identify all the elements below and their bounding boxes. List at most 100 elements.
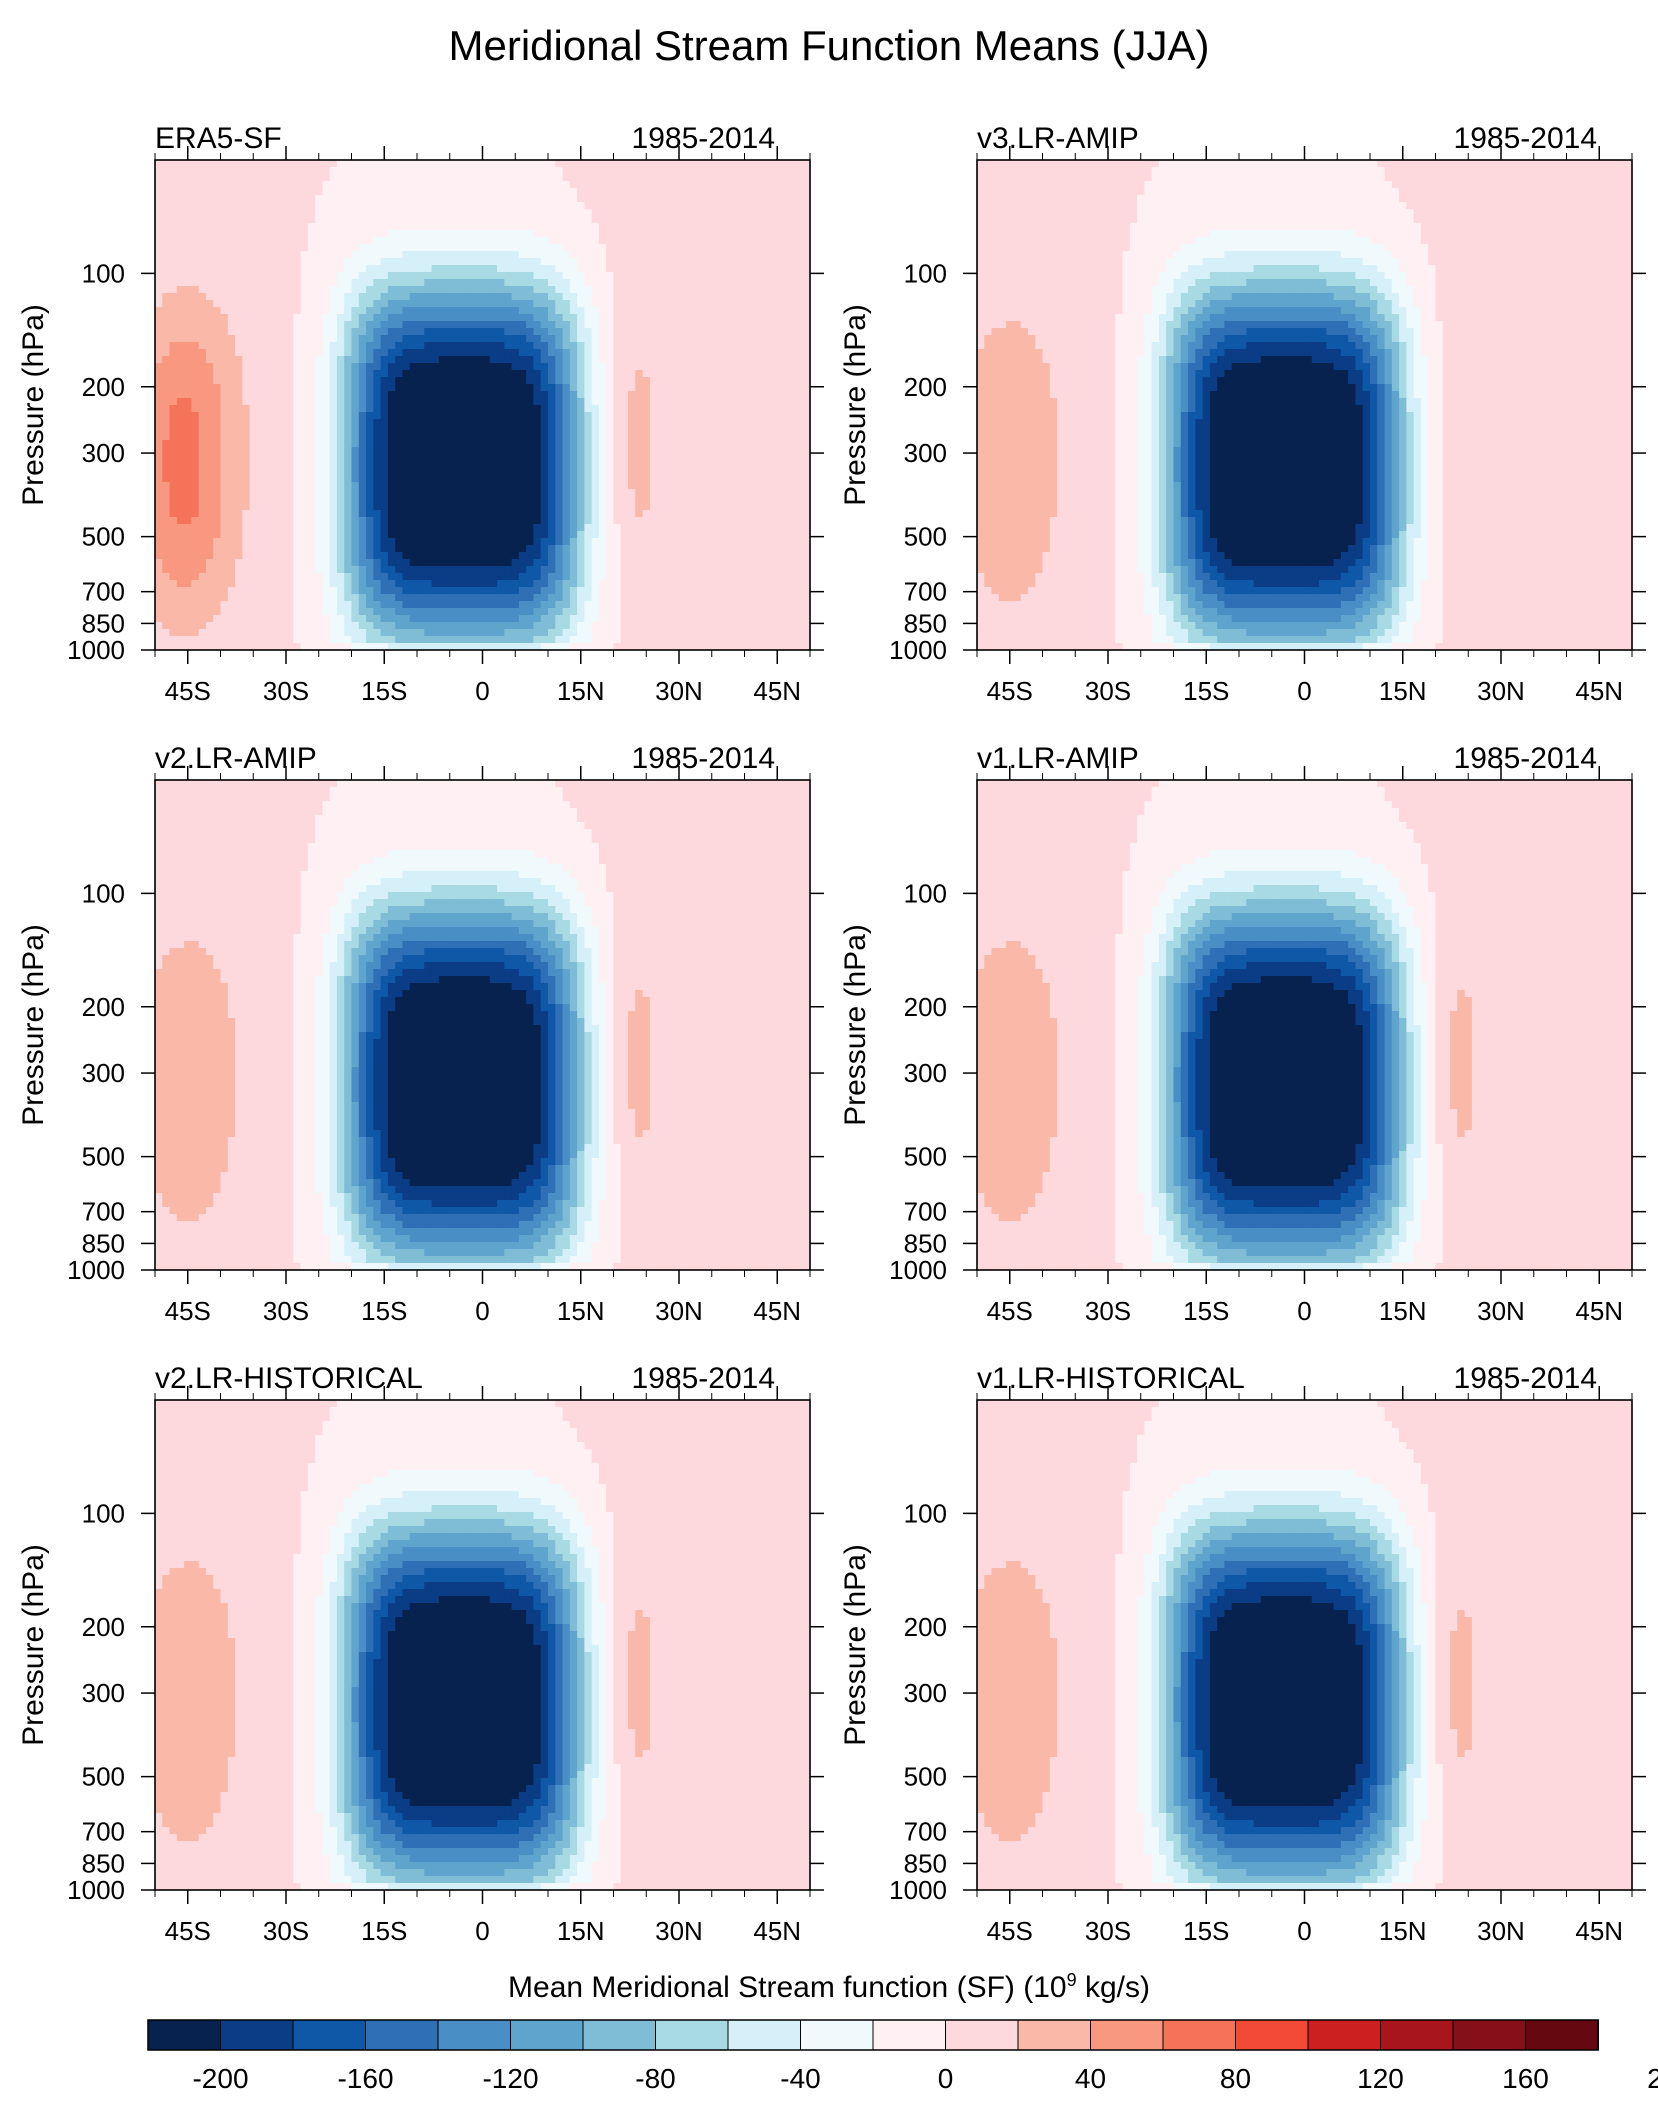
field-cell xyxy=(591,503,600,511)
field-cell xyxy=(802,195,811,203)
field-cell xyxy=(737,377,746,385)
field-cell xyxy=(438,440,447,448)
field-cell xyxy=(278,517,287,525)
field-cell xyxy=(482,335,491,343)
field-cell xyxy=(548,188,556,196)
field-cell xyxy=(773,398,782,406)
field-cell xyxy=(366,321,374,329)
field-cell xyxy=(220,188,229,196)
field-cell xyxy=(759,293,767,301)
field-cell xyxy=(307,419,316,427)
field-cell xyxy=(242,398,251,406)
field-cell xyxy=(788,363,797,371)
field-cell xyxy=(729,440,738,448)
field-cell xyxy=(256,461,265,469)
field-cell xyxy=(729,223,738,231)
field-cell xyxy=(511,300,520,308)
field-cell xyxy=(766,321,775,329)
field-cell xyxy=(395,433,404,441)
field-cell xyxy=(518,286,527,294)
field-cell xyxy=(293,391,302,399)
field-cell xyxy=(591,356,600,364)
field-cell xyxy=(286,531,294,539)
field-cell xyxy=(402,258,411,266)
field-cell xyxy=(715,167,724,175)
field-cell xyxy=(591,538,600,546)
field-cell xyxy=(766,510,775,518)
field-cell xyxy=(176,272,185,280)
field-cell xyxy=(300,293,309,301)
field-cell xyxy=(802,328,811,336)
field-cell xyxy=(322,286,331,294)
field-cell xyxy=(315,293,323,301)
field-cell xyxy=(431,363,440,371)
field-cell xyxy=(286,496,294,504)
field-cell xyxy=(460,307,469,315)
field-cell xyxy=(518,181,527,189)
field-cell xyxy=(569,230,578,238)
field-cell xyxy=(737,461,746,469)
field-cell xyxy=(264,279,273,287)
field-cell xyxy=(198,496,207,504)
field-cell xyxy=(475,405,484,413)
field-cell xyxy=(729,496,738,504)
field-cell xyxy=(329,307,338,315)
field-cell xyxy=(358,181,367,189)
field-cell xyxy=(395,265,404,273)
field-cell xyxy=(635,237,644,245)
field-cell xyxy=(584,461,593,469)
field-cell xyxy=(497,398,505,406)
field-cell xyxy=(293,412,302,420)
field-cell xyxy=(162,524,171,532)
field-cell xyxy=(453,510,462,518)
field-cell xyxy=(336,447,345,455)
field-cell xyxy=(417,195,425,203)
field-cell xyxy=(242,342,251,350)
field-cell xyxy=(271,258,280,266)
field-cell xyxy=(424,251,433,259)
field-cell xyxy=(460,300,469,308)
field-cell xyxy=(220,342,229,350)
field-cell xyxy=(191,349,200,357)
field-cell xyxy=(518,237,527,245)
field-cell xyxy=(366,405,374,413)
field-cell xyxy=(657,167,666,175)
field-cell xyxy=(453,496,462,504)
field-cell xyxy=(518,272,527,280)
field-cell xyxy=(751,174,760,182)
field-cell xyxy=(744,328,753,336)
field-cell xyxy=(795,342,804,350)
field-cell xyxy=(373,538,382,546)
field-cell xyxy=(679,538,687,546)
field-cell xyxy=(613,503,622,511)
field-cell xyxy=(329,356,338,364)
field-cell xyxy=(489,377,498,385)
field-cell xyxy=(555,237,564,245)
field-cell xyxy=(220,384,229,392)
field-cell xyxy=(424,447,433,455)
field-cell xyxy=(278,475,287,483)
field-cell xyxy=(322,426,331,434)
field-cell xyxy=(540,503,549,511)
field-cell xyxy=(729,230,738,238)
field-cell xyxy=(693,349,702,357)
field-cell xyxy=(395,524,404,532)
field-cell xyxy=(249,426,258,434)
field-cell xyxy=(577,258,585,266)
field-cell xyxy=(613,258,622,266)
field-cell xyxy=(373,391,382,399)
field-cell xyxy=(715,174,724,182)
field-cell xyxy=(300,475,309,483)
field-cell xyxy=(395,244,404,252)
field-cell xyxy=(649,461,658,469)
field-cell xyxy=(671,468,680,476)
field-cell xyxy=(737,538,746,546)
field-cell xyxy=(380,398,389,406)
field-cell xyxy=(584,202,593,210)
field-cell xyxy=(555,377,564,385)
field-cell xyxy=(606,384,615,392)
field-cell xyxy=(773,496,782,504)
field-cell xyxy=(722,370,731,378)
field-cell xyxy=(540,468,549,476)
field-cell xyxy=(387,167,396,175)
